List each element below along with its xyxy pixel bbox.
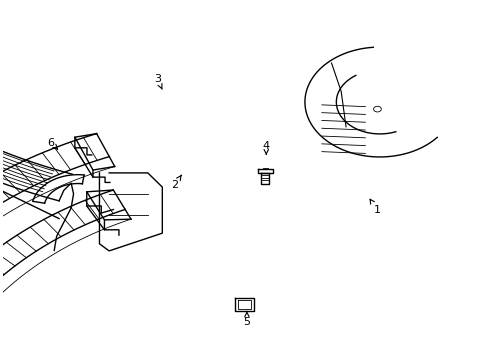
Text: 4: 4: [262, 141, 269, 154]
Text: 2: 2: [170, 175, 181, 190]
Text: 1: 1: [369, 199, 380, 215]
Text: 3: 3: [154, 74, 162, 89]
Text: 5: 5: [243, 311, 250, 327]
Text: 6: 6: [47, 138, 58, 149]
